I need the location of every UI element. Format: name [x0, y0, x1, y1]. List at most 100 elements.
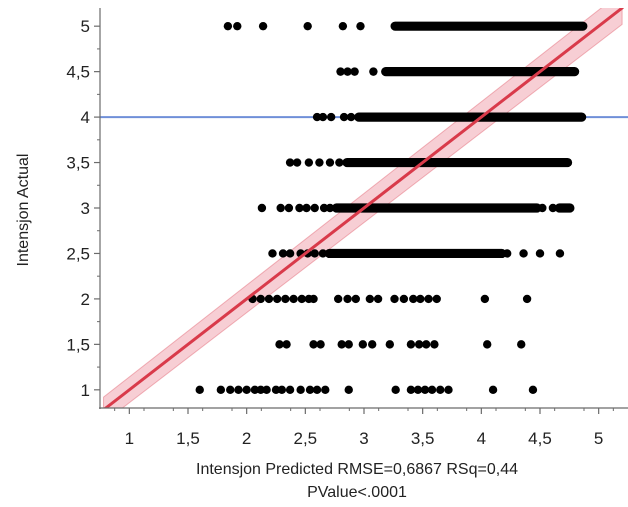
data-point	[272, 294, 282, 304]
data-point	[289, 294, 298, 304]
y-tick-label: 2	[81, 290, 90, 309]
data-point	[424, 294, 433, 304]
data-point	[256, 294, 265, 304]
data-point	[302, 203, 311, 213]
data-point	[325, 203, 335, 213]
x-tick-label: 4	[477, 429, 486, 448]
data-point	[365, 294, 375, 304]
dense-point-run	[390, 21, 588, 31]
data-point	[337, 340, 346, 349]
x-tick-label: 3,5	[411, 429, 435, 448]
data-point	[555, 249, 565, 258]
x-axis-subtitle: PValue<.0001	[307, 484, 407, 501]
data-point	[296, 385, 305, 395]
data-point	[344, 340, 353, 349]
data-point	[416, 294, 425, 304]
data-point	[223, 21, 233, 31]
y-tick-label: 5	[81, 17, 90, 36]
data-point	[304, 158, 314, 167]
y-axis-title: Intensjon Actual	[15, 154, 32, 267]
data-point	[276, 203, 285, 213]
data-point	[444, 385, 453, 395]
data-point	[318, 112, 328, 122]
data-point	[316, 340, 325, 349]
data-point	[309, 340, 318, 349]
data-point	[413, 385, 423, 395]
data-point	[480, 294, 490, 304]
y-tick-label: 3	[81, 199, 90, 218]
data-point	[399, 294, 409, 304]
data-point	[333, 294, 343, 304]
data-point	[250, 385, 260, 395]
data-point	[421, 340, 431, 349]
data-point	[268, 249, 277, 258]
data-point	[305, 385, 315, 395]
y-tick-label: 1	[81, 381, 90, 400]
y-tick-label: 4,5	[66, 63, 90, 82]
data-point	[318, 249, 328, 258]
data-point	[258, 21, 268, 31]
data-point	[292, 158, 302, 167]
data-point	[350, 67, 359, 76]
x-tick-label: 1	[125, 429, 134, 448]
data-point	[285, 249, 295, 258]
data-point	[312, 112, 322, 122]
data-point	[303, 21, 312, 31]
data-point	[281, 294, 290, 304]
data-point	[436, 385, 445, 395]
data-point	[233, 21, 242, 31]
data-point	[285, 385, 295, 395]
data-point	[528, 385, 538, 395]
data-point	[406, 340, 416, 349]
dense-point-run	[342, 157, 573, 168]
data-point	[356, 21, 365, 31]
y-tick-label: 3,5	[66, 154, 90, 173]
data-point	[262, 385, 271, 395]
x-tick-label: 4,5	[528, 429, 552, 448]
data-point	[351, 294, 360, 304]
data-point	[519, 249, 528, 258]
data-point	[343, 294, 352, 304]
data-point	[488, 385, 498, 395]
data-point	[373, 294, 383, 304]
data-point	[275, 340, 284, 349]
y-axis-ticks: 1 1,5 2 2,5 3 3,5 4 4,5 5	[66, 17, 100, 400]
data-point	[430, 340, 439, 349]
data-point	[309, 294, 318, 304]
data-point	[284, 203, 294, 213]
data-point	[195, 385, 204, 395]
data-point	[427, 385, 437, 395]
data-point	[548, 203, 558, 213]
data-point	[344, 385, 353, 395]
x-tick-label: 1,5	[176, 429, 200, 448]
data-point	[234, 385, 243, 395]
x-axis-ticks: 1 1,5 2 2,5 3 3,5 4 4,5 5	[114, 408, 614, 448]
data-point	[339, 112, 349, 122]
data-point	[406, 385, 416, 395]
x-axis-title: Intensjon Predicted RMSE=0,6867 RSq=0,44	[196, 461, 518, 478]
data-point	[391, 385, 400, 395]
dense-point-run	[554, 203, 575, 213]
data-point	[414, 340, 424, 349]
data-point	[319, 203, 329, 213]
data-point	[335, 158, 344, 167]
data-point	[257, 203, 267, 213]
y-tick-label: 2,5	[66, 244, 90, 263]
dense-point-run	[381, 67, 580, 77]
data-point	[256, 385, 265, 395]
data-point	[432, 294, 441, 304]
data-point	[338, 21, 348, 31]
data-point	[325, 158, 335, 167]
x-tick-label: 3	[359, 429, 368, 448]
x-tick-label: 5	[594, 429, 603, 448]
data-point	[326, 112, 336, 122]
x-tick-label: 2,5	[294, 429, 318, 448]
y-tick-label: 1,5	[66, 335, 90, 354]
data-point	[385, 340, 395, 349]
data-point	[369, 67, 378, 76]
data-point	[242, 385, 251, 395]
data-point	[271, 385, 281, 395]
data-point	[226, 385, 235, 395]
